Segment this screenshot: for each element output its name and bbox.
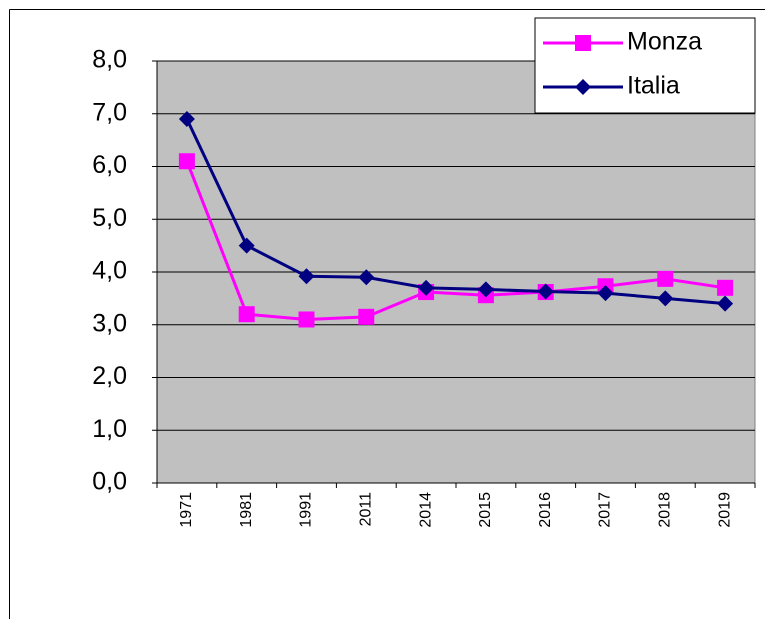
legend-marker	[575, 35, 591, 51]
y-tick-label: 6,0	[92, 151, 127, 179]
y-tick-label: 7,0	[92, 98, 127, 126]
x-tick-label: 2018	[657, 492, 674, 528]
x-tick-label: 2011	[358, 492, 375, 527]
data-point	[537, 283, 554, 300]
legend-label: Italia	[627, 72, 680, 100]
data-point	[238, 306, 255, 323]
x-tick-label: 2014	[417, 492, 434, 528]
data-point	[178, 153, 195, 170]
data-point	[178, 111, 195, 128]
x-tick-label: 2017	[597, 492, 614, 528]
data-point	[717, 279, 734, 296]
x-tick-label: 1991	[298, 492, 315, 528]
y-tick-label: 8,0	[92, 46, 127, 74]
y-tick-label: 3,0	[92, 309, 127, 337]
legend-box	[534, 17, 756, 114]
data-point	[477, 281, 494, 298]
data-point	[657, 270, 674, 287]
series-line	[185, 118, 726, 306]
data-point	[657, 290, 674, 307]
data-point	[597, 285, 614, 302]
data-point	[358, 269, 375, 286]
series-line	[185, 160, 726, 321]
y-tick-label: 0,0	[92, 468, 127, 496]
data-point	[717, 295, 734, 312]
x-tick-label: 1971	[178, 492, 195, 528]
legend-marker	[575, 79, 591, 95]
data-point	[238, 237, 255, 254]
y-tick-label: 1,0	[92, 415, 127, 443]
y-tick-label: 2,0	[92, 362, 127, 390]
x-tick-label: 2019	[716, 492, 733, 528]
data-point	[298, 311, 315, 328]
y-tick-label: 5,0	[92, 204, 127, 232]
x-tick-label: 2016	[537, 492, 554, 528]
legend-label: Monza	[627, 28, 702, 56]
data-point	[418, 279, 435, 296]
y-tick-label: 4,0	[92, 257, 127, 285]
x-tick-label: 1981	[238, 492, 255, 528]
data-point	[358, 308, 375, 325]
x-tick-label: 2015	[477, 492, 494, 528]
data-point	[298, 268, 315, 285]
